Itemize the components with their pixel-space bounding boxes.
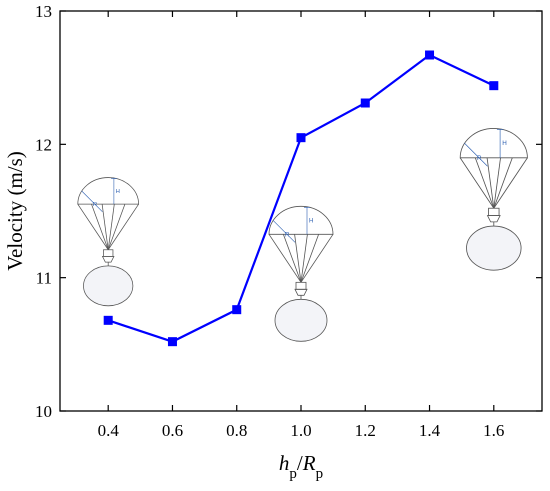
x-tick-label: 0.8 [226, 421, 247, 440]
x-tick-label: 1.2 [355, 421, 376, 440]
suspension-line [300, 234, 319, 283]
data-point [232, 305, 242, 315]
connector-nose [486, 215, 501, 223]
data-point [167, 337, 177, 347]
suspension-line [107, 204, 126, 250]
suspension-line [101, 204, 109, 250]
x-tick-label: 0.6 [162, 421, 183, 440]
y-axis-title: Velocity (m/s) [3, 151, 27, 271]
radius-label: R [477, 155, 482, 162]
payload-body [83, 265, 134, 307]
canopy-shape [459, 128, 528, 159]
canopy-shape [77, 177, 139, 205]
y-tick-label: 12 [35, 135, 52, 154]
radius-label: R [93, 202, 97, 208]
suspension-line [268, 234, 302, 283]
data-series [103, 50, 499, 347]
x-axis-title: hp/Rp [279, 451, 323, 482]
x-tick-label: 1.6 [483, 421, 504, 440]
payload-body [274, 298, 328, 342]
suspension-line [493, 157, 501, 209]
radius-dimension-line [272, 220, 296, 243]
height-label: H [309, 218, 313, 224]
suspension-line [107, 204, 115, 250]
suspension-line [91, 204, 109, 250]
connector-nose [101, 256, 115, 263]
axis-ticks: 0.4 0.6 0.8 1.0 1.2 1.4 1.6 10 11 12 13 [35, 2, 542, 440]
height-label: H [116, 189, 120, 195]
parachute-diagram: HR [459, 128, 528, 271]
y-tick-label: 13 [35, 2, 52, 21]
data-point [425, 50, 435, 60]
suspension-line [486, 157, 495, 209]
x-tick-label: 1.4 [419, 421, 441, 440]
parachute-diagram: HR [268, 205, 334, 342]
suspension-line [300, 234, 308, 283]
data-point [489, 81, 499, 91]
x-tick-label: 1.0 [290, 421, 311, 440]
radius-label: R [285, 232, 290, 238]
canopy-shape [268, 205, 334, 235]
x-tick-label: 0.4 [98, 421, 120, 440]
suspension-line [107, 203, 139, 250]
connector-nose [294, 288, 308, 296]
parachute-diagram: HR [77, 177, 139, 307]
suspension-line [294, 234, 302, 283]
y-tick-label: 11 [36, 269, 52, 288]
suspension-line [493, 157, 528, 209]
suspension-line [459, 157, 495, 209]
radius-dimension-line [81, 190, 103, 212]
suspension-line [283, 234, 302, 283]
data-point [360, 98, 370, 108]
y-tick-label: 10 [35, 402, 52, 421]
data-point [296, 133, 306, 143]
payload-body [466, 225, 522, 271]
radius-dimension-line [464, 142, 488, 167]
suspension-line [474, 157, 495, 209]
suspension-line [300, 234, 334, 283]
data-point [103, 315, 113, 325]
height-label: H [502, 140, 507, 147]
suspension-line [77, 203, 109, 250]
plot-area [59, 10, 543, 412]
suspension-line [493, 157, 513, 209]
